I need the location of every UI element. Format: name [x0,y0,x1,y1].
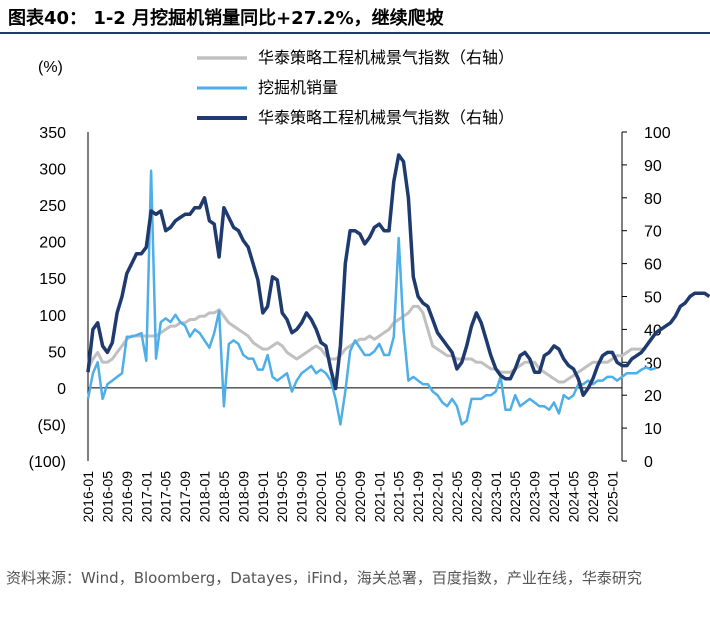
series-line [86,304,647,384]
x-tick-label: 2018-05 [216,471,232,523]
x-tick-label: 2022-09 [468,471,484,523]
right-tick-label: 100 [644,125,671,142]
figure-title: 图表40： 1-2 月挖掘机销量同比+27.2%，继续爬坡 [8,8,444,29]
x-tick-label: 2023-05 [507,471,523,523]
left-axis-unit: (%) [38,59,63,76]
right-tick-label: 50 [644,290,662,307]
x-tick-label: 2017-01 [138,471,154,523]
x-tick-label: 2022-01 [430,471,446,523]
x-tick-label: 2020-01 [313,471,329,523]
left-tick-label: 0 [57,381,66,398]
x-tick-label: 2020-05 [332,471,348,523]
x-tick-label: 2019-09 [294,471,310,523]
left-tick-label: (50) [38,417,66,434]
x-tick-label: 2018-09 [235,471,251,523]
left-tick-label: 250 [39,198,66,215]
x-tick-label: 2023-09 [527,471,543,523]
series-line [86,153,710,397]
x-tick-label: 2019-05 [274,471,290,523]
right-tick-label: 20 [644,388,662,405]
x-tick-label: 2021-01 [371,471,387,523]
x-tick-label: 2023-01 [488,471,504,523]
title-rule [0,32,710,34]
left-tick-label: 200 [39,235,66,252]
x-tick-label: 2016-01 [80,471,96,523]
x-tick-label: 2025-01 [604,471,620,523]
left-tick-label: 100 [39,308,66,325]
x-tick-label: 2020-09 [352,471,368,523]
left-tick-label: (100) [29,454,66,471]
legend-label: 华泰策略工程机械景气指数（右轴） [258,108,514,127]
x-tick-label: 2021-09 [410,471,426,523]
legend-label: 华泰策略工程机械景气指数（右轴） [258,48,514,67]
x-tick-label: 2018-01 [197,471,213,523]
series-line [86,169,657,426]
x-tick-label: 2017-09 [177,471,193,523]
right-tick-label: 60 [644,257,662,274]
x-tick-label: 2017-05 [158,471,174,523]
x-tick-label: 2016-05 [99,471,115,523]
x-tick-label: 2022-05 [449,471,465,523]
x-tick-label: 2024-01 [546,471,562,523]
x-tick-label: 2024-09 [585,471,601,523]
right-tick-label: 40 [644,322,662,339]
x-tick-label: 2019-01 [255,471,271,523]
right-tick-label: 80 [644,191,662,208]
chart: (%)350300250200150100500(50)(100)1009080… [29,48,710,523]
left-tick-label: 150 [39,271,66,288]
x-tick-label: 2016-09 [119,471,135,523]
legend-label: 挖掘机销量 [258,78,338,97]
x-tick-label: 2024-05 [565,471,581,523]
left-tick-label: 300 [39,162,66,179]
left-tick-label: 50 [48,344,66,361]
source-note: 资料来源：Wind，Bloomberg，Datayes，iFind，海关总署，百… [6,569,642,587]
right-tick-label: 90 [644,158,662,175]
left-tick-label: 350 [39,125,66,142]
right-tick-label: 0 [644,454,653,471]
right-tick-label: 10 [644,421,662,438]
right-tick-label: 70 [644,224,662,241]
x-tick-label: 2021-05 [391,471,407,523]
